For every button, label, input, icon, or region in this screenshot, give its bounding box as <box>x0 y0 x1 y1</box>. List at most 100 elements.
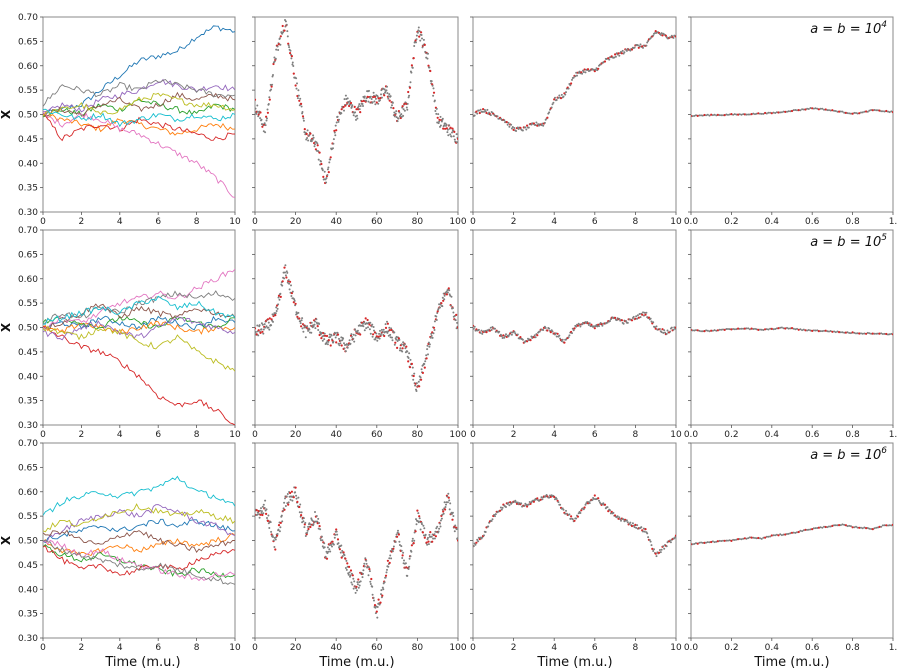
panel-r2-c2: 0 20 40 60 80 100 <box>252 229 467 440</box>
observation-point <box>294 84 297 87</box>
ensemble-point <box>428 66 431 69</box>
ensemble-point <box>276 45 279 48</box>
ensemble-point <box>400 113 403 116</box>
ensemble-series-line <box>43 78 235 113</box>
observation-point <box>349 569 353 572</box>
observation-point <box>266 519 269 523</box>
observation-point <box>790 109 794 113</box>
ensemble-point <box>290 295 293 297</box>
observation-point <box>434 535 437 538</box>
ensemble-point <box>455 528 458 531</box>
observation-point <box>381 594 384 597</box>
panels-layer: 0.300.350.400.450.500.550.600.650.700 2 4 6… <box>0 13 897 653</box>
observation-point <box>432 91 436 94</box>
ensemble-point <box>339 342 342 345</box>
x-tick-label: 0 <box>40 217 46 227</box>
observation-point <box>418 515 421 518</box>
ensemble-point <box>433 329 436 331</box>
observation-point <box>878 109 881 112</box>
observation-point <box>283 29 286 32</box>
observation-point <box>309 132 312 135</box>
ensemble-point <box>809 107 812 109</box>
ensemble-point <box>819 107 822 110</box>
ensemble-point <box>304 521 307 524</box>
ensemble-point <box>474 543 477 546</box>
ensemble-point <box>306 531 309 534</box>
observation-point <box>784 533 787 536</box>
ensemble-point <box>276 307 279 310</box>
observation-point <box>737 113 740 116</box>
ensemble-point <box>332 138 335 141</box>
ensemble-point <box>515 130 518 132</box>
parameter-annotation: a = b = 106 <box>810 446 887 463</box>
ensemble-point <box>571 332 573 335</box>
observation-point <box>429 69 432 73</box>
y-tick-label: 0.50 <box>18 537 38 547</box>
ensemble-point <box>369 580 372 583</box>
ensemble-point <box>501 337 504 339</box>
observation-point <box>401 105 404 108</box>
ensemble-point <box>336 115 339 118</box>
y-tick-label: 0.60 <box>18 275 38 285</box>
ensemble-point <box>828 330 830 333</box>
observation-point <box>444 127 447 130</box>
ensemble-point <box>508 504 511 507</box>
ensemble-point <box>452 135 455 138</box>
ensemble-point <box>516 126 519 129</box>
ensemble-point <box>846 331 849 334</box>
panel-r3-c4: 0.0 0.2 0.4 0.6 0.8 1.a = b = 106 <box>684 442 897 653</box>
ensemble-point <box>438 120 441 123</box>
ensemble-point <box>439 519 442 522</box>
ensemble-point <box>258 324 261 327</box>
ensemble-point <box>302 117 305 120</box>
x-tick-label: 8 <box>633 217 639 227</box>
ensemble-point <box>336 533 339 536</box>
ensemble-point <box>849 525 852 528</box>
ensemble-point <box>789 110 792 113</box>
ensemble-point <box>530 335 533 338</box>
ensemble-point <box>283 277 286 280</box>
ensemble-point <box>435 319 438 321</box>
plot-area <box>255 264 458 392</box>
ensemble-point <box>281 32 284 35</box>
observation-point <box>764 328 767 331</box>
y-tick-label: 0.45 <box>18 135 38 145</box>
ensemble-point <box>653 548 655 551</box>
ensemble-point <box>875 332 878 335</box>
ensemble-point <box>762 329 765 331</box>
observation-point <box>696 542 699 545</box>
ensemble-point <box>394 112 397 115</box>
ensemble-point <box>323 338 326 341</box>
ensemble-point <box>384 323 387 326</box>
ensemble-point <box>340 112 343 115</box>
ensemble-point <box>428 345 431 348</box>
ensemble-point <box>494 513 497 516</box>
observation-point <box>817 330 821 333</box>
ensemble-point <box>722 328 724 331</box>
observation-point <box>553 495 556 499</box>
ensemble-point <box>713 541 716 544</box>
ensemble-point <box>321 539 324 542</box>
ensemble-point <box>435 107 438 110</box>
ensemble-point <box>315 318 318 321</box>
ensemble-point <box>505 333 507 336</box>
ensemble-point <box>880 525 883 528</box>
x-tick-label: 4 <box>117 430 123 440</box>
ensemble-point <box>866 527 869 529</box>
ensemble-point <box>742 327 745 330</box>
ensemble-point <box>558 94 561 97</box>
ensemble-point <box>807 329 810 331</box>
observation-point <box>279 295 282 298</box>
ensemble-point <box>350 333 353 336</box>
observation-point <box>865 527 868 530</box>
observation-point <box>377 335 380 338</box>
ensemble-point <box>799 109 802 112</box>
ensemble-point <box>405 106 408 109</box>
ensemble-point <box>402 551 405 554</box>
ensemble-point <box>870 332 873 335</box>
ensemble-point <box>428 533 431 536</box>
ensemble-point <box>334 336 337 339</box>
observation-point <box>384 574 388 577</box>
ensemble-point <box>806 107 809 110</box>
observation-point <box>440 302 443 305</box>
